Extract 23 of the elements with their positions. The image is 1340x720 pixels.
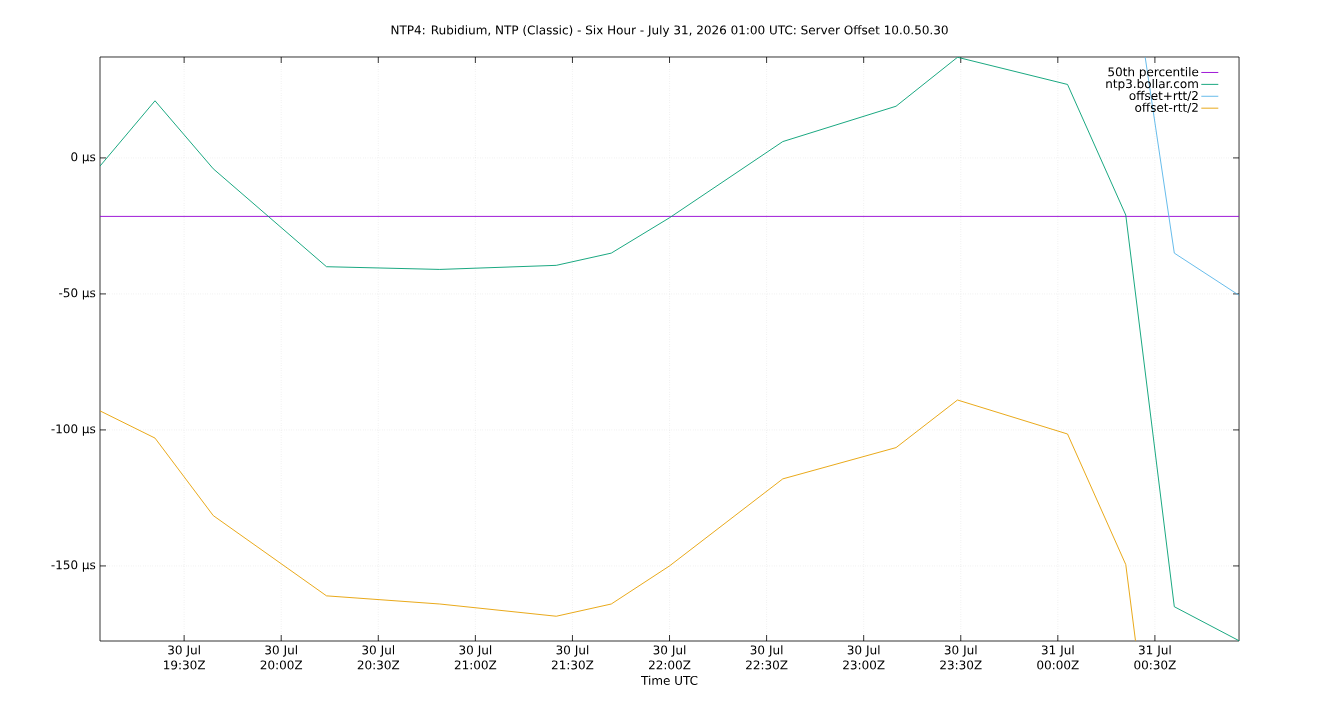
line-series <box>100 56 1240 641</box>
x-tick-label: 30 Jul 21:30Z <box>551 645 594 670</box>
y-tick-label: -50 µs <box>59 288 96 300</box>
line-series <box>100 399 1136 641</box>
x-tick-label: 31 Jul 00:30Z <box>1134 645 1176 670</box>
legend-label: offset-rtt/2 <box>1135 102 1198 113</box>
x-tick-label: 30 Jul 22:30Z <box>746 645 788 670</box>
x-tick-label: 30 Jul 23:00Z <box>843 645 885 670</box>
x-tick-label: 30 Jul 22:00Z <box>648 645 691 670</box>
chart-title: NTP4: Rubidium, NTP (Classic) - Six Hour - July 31, 2026 01:00 UTC: Server Offset 10.0.50.30 <box>391 25 948 37</box>
x-axis-title: Time UTC <box>641 675 698 685</box>
x-tick-label: 30 Jul 19:30Z <box>164 645 205 670</box>
x-tick-label: 30 Jul 20:00Z <box>260 645 303 670</box>
legend-label: 50th percentile <box>1108 67 1199 79</box>
y-tick-label: -150 µs <box>51 560 96 572</box>
legend-label: ntp3.bollar.com <box>1106 78 1198 91</box>
x-tick-label: 30 Jul 23:30Z <box>940 645 982 670</box>
y-tick-label: 0 µs <box>71 152 96 164</box>
x-tick-label: 30 Jul 21:00Z <box>454 645 497 670</box>
y-tick-label: -100 µs <box>51 424 96 436</box>
x-tick-label: 30 Jul 20:30Z <box>357 645 400 670</box>
legend-label: offset+rtt/2 <box>1129 90 1198 102</box>
x-tick-label: 31 Jul 00:00Z <box>1037 645 1079 670</box>
